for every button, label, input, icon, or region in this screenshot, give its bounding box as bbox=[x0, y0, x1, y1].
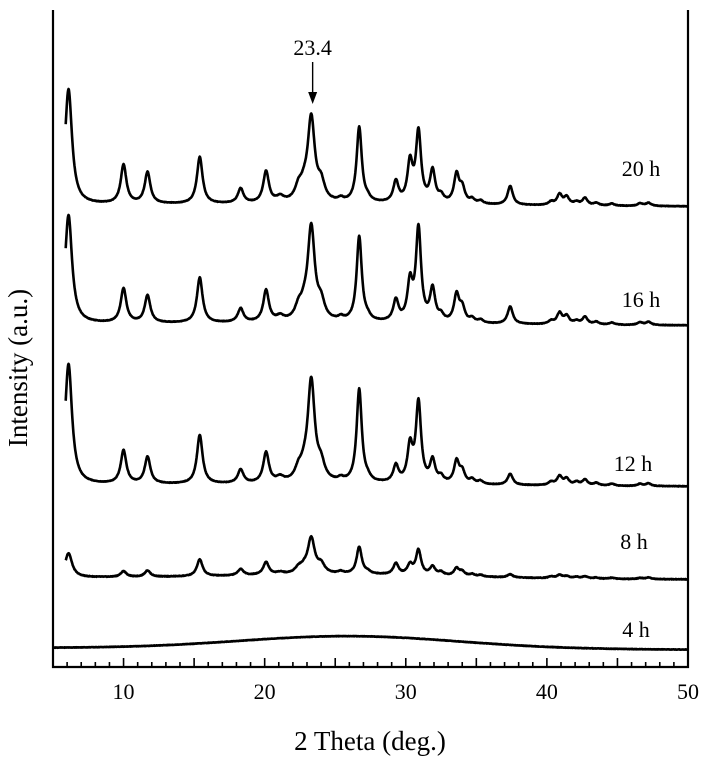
series-label-8h: 8 h bbox=[620, 529, 648, 554]
series-label-4h: 4 h bbox=[622, 617, 650, 642]
x-tick-label-20: 20 bbox=[254, 679, 276, 704]
plot-frame bbox=[51, 10, 690, 669]
series-line-8h bbox=[64, 534, 689, 581]
annotation-label: 23.4 bbox=[293, 35, 332, 60]
series-label-16h: 16 h bbox=[622, 287, 661, 312]
series-line-20h bbox=[64, 87, 689, 208]
x-tick-label-30: 30 bbox=[395, 679, 417, 704]
series-group bbox=[52, 87, 689, 652]
series-line-16h bbox=[64, 213, 689, 327]
label-group: 20 h 16 h 12 h 8 h 4 h bbox=[614, 156, 661, 642]
series-label-20h: 20 h bbox=[622, 156, 661, 181]
series-line-4h bbox=[52, 634, 689, 652]
x-tick-label-50: 50 bbox=[677, 679, 699, 704]
tick-group: 10 20 30 40 50 bbox=[66, 658, 699, 704]
x-tick-label-40: 40 bbox=[536, 679, 558, 704]
series-line-12h bbox=[64, 362, 689, 488]
frame-group bbox=[51, 10, 690, 669]
x-tick-label-10: 10 bbox=[113, 679, 135, 704]
series-label-12h: 12 h bbox=[614, 451, 653, 476]
annot-group: 23.4 bbox=[293, 35, 332, 104]
y-axis-title: Intensity (a.u.) bbox=[3, 289, 33, 447]
x-axis-title: 2 Theta (deg.) bbox=[294, 726, 446, 756]
annotation-arrow-head bbox=[308, 92, 318, 104]
